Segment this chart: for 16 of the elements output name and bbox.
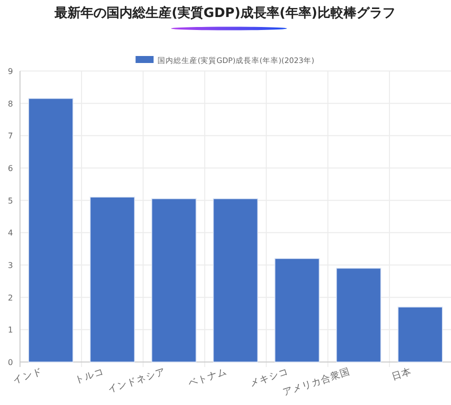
- x-tick-label: トルコ: [73, 366, 106, 386]
- y-tick-label: 4: [8, 228, 13, 238]
- y-tick-label: 2: [8, 293, 13, 302]
- y-tick-label: 7: [8, 132, 13, 141]
- y-tick-label: 9: [8, 67, 13, 76]
- chart-title: 最新年の国内総生産(実質GDP)成長率(年率)比較棒グラフ: [54, 5, 396, 21]
- x-tick-label: インドネシア: [106, 366, 167, 396]
- y-tick-label: 3: [8, 261, 13, 270]
- x-tick-label: 日本: [390, 365, 414, 384]
- x-tick-label: ベトナム: [186, 366, 228, 390]
- y-tick-label: 5: [8, 196, 13, 206]
- y-tick-label: 6: [8, 164, 13, 173]
- x-tick-label: インド: [12, 366, 44, 386]
- y-tick-label: 1: [8, 326, 13, 335]
- y-tick-label: 0: [8, 358, 13, 367]
- y-tick-label: 8: [8, 99, 13, 108]
